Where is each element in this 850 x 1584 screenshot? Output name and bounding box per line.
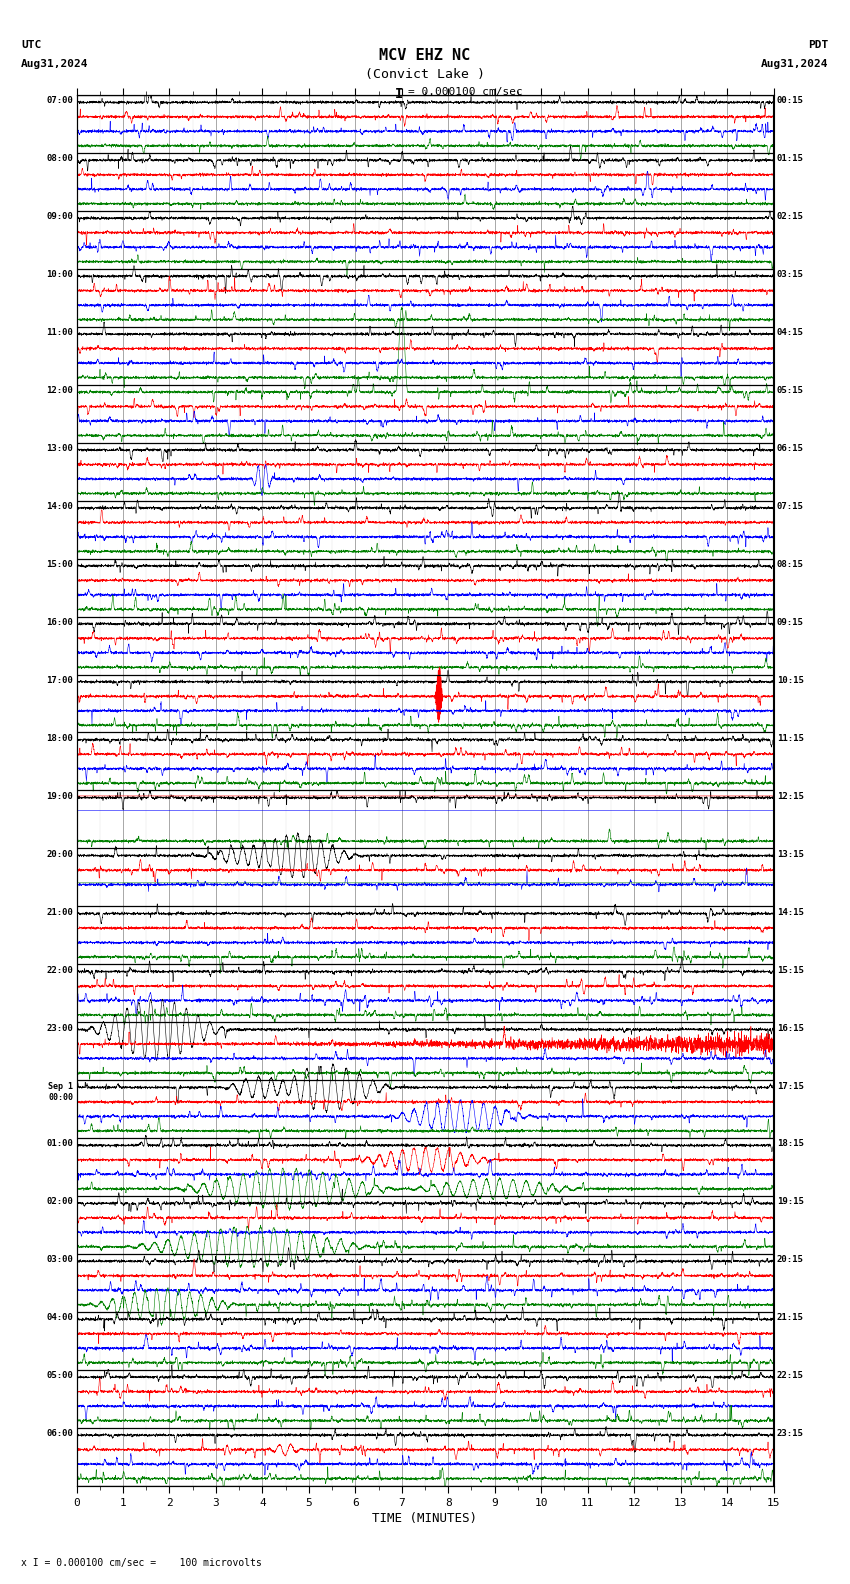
- Text: Aug31,2024: Aug31,2024: [21, 59, 88, 68]
- Text: 00:15: 00:15: [777, 97, 804, 106]
- Text: Sep 1: Sep 1: [48, 1082, 73, 1090]
- Text: 01:15: 01:15: [777, 154, 804, 163]
- Text: 13:00: 13:00: [46, 444, 73, 453]
- Text: 05:15: 05:15: [777, 386, 804, 394]
- Text: MCV EHZ NC: MCV EHZ NC: [379, 48, 471, 62]
- Text: 16:15: 16:15: [777, 1023, 804, 1033]
- Text: 00:00: 00:00: [48, 1093, 73, 1102]
- Text: 12:15: 12:15: [777, 792, 804, 802]
- Text: 22:15: 22:15: [777, 1372, 804, 1380]
- X-axis label: TIME (MINUTES): TIME (MINUTES): [372, 1511, 478, 1525]
- Text: 19:15: 19:15: [777, 1198, 804, 1207]
- Text: 18:15: 18:15: [777, 1139, 804, 1148]
- Text: 23:15: 23:15: [777, 1429, 804, 1438]
- Text: 22:00: 22:00: [46, 966, 73, 974]
- Text: PDT: PDT: [808, 40, 829, 49]
- Text: 07:00: 07:00: [46, 97, 73, 106]
- Text: 15:00: 15:00: [46, 561, 73, 569]
- Text: 18:00: 18:00: [46, 733, 73, 743]
- Text: 08:15: 08:15: [777, 561, 804, 569]
- Text: 02:15: 02:15: [777, 212, 804, 222]
- Text: 23:00: 23:00: [46, 1023, 73, 1033]
- Text: 17:00: 17:00: [46, 676, 73, 684]
- Text: Aug31,2024: Aug31,2024: [762, 59, 829, 68]
- Text: = 0.000100 cm/sec: = 0.000100 cm/sec: [408, 87, 523, 97]
- Text: 09:15: 09:15: [777, 618, 804, 627]
- Text: 11:00: 11:00: [46, 328, 73, 337]
- Text: 21:00: 21:00: [46, 908, 73, 917]
- Text: 02:00: 02:00: [46, 1198, 73, 1207]
- Text: 07:15: 07:15: [777, 502, 804, 512]
- Text: (Convict Lake ): (Convict Lake ): [365, 68, 485, 81]
- Text: 16:00: 16:00: [46, 618, 73, 627]
- Text: x I = 0.000100 cm/sec =    100 microvolts: x I = 0.000100 cm/sec = 100 microvolts: [21, 1559, 262, 1568]
- Text: 14:15: 14:15: [777, 908, 804, 917]
- Text: 03:15: 03:15: [777, 271, 804, 279]
- Text: 10:15: 10:15: [777, 676, 804, 684]
- Text: 13:15: 13:15: [777, 849, 804, 859]
- Text: 12:00: 12:00: [46, 386, 73, 394]
- Text: 14:00: 14:00: [46, 502, 73, 512]
- Text: 04:15: 04:15: [777, 328, 804, 337]
- Text: 20:15: 20:15: [777, 1256, 804, 1264]
- Text: 19:00: 19:00: [46, 792, 73, 802]
- Text: 17:15: 17:15: [777, 1082, 804, 1090]
- Text: 06:15: 06:15: [777, 444, 804, 453]
- Text: 05:00: 05:00: [46, 1372, 73, 1380]
- Text: 10:00: 10:00: [46, 271, 73, 279]
- Text: I: I: [395, 87, 404, 101]
- Text: 06:00: 06:00: [46, 1429, 73, 1438]
- Text: 20:00: 20:00: [46, 849, 73, 859]
- Text: UTC: UTC: [21, 40, 42, 49]
- Text: 21:15: 21:15: [777, 1313, 804, 1323]
- Text: 03:00: 03:00: [46, 1256, 73, 1264]
- Text: 15:15: 15:15: [777, 966, 804, 974]
- Text: 04:00: 04:00: [46, 1313, 73, 1323]
- Text: 09:00: 09:00: [46, 212, 73, 222]
- Text: 08:00: 08:00: [46, 154, 73, 163]
- Text: 01:00: 01:00: [46, 1139, 73, 1148]
- Text: 11:15: 11:15: [777, 733, 804, 743]
